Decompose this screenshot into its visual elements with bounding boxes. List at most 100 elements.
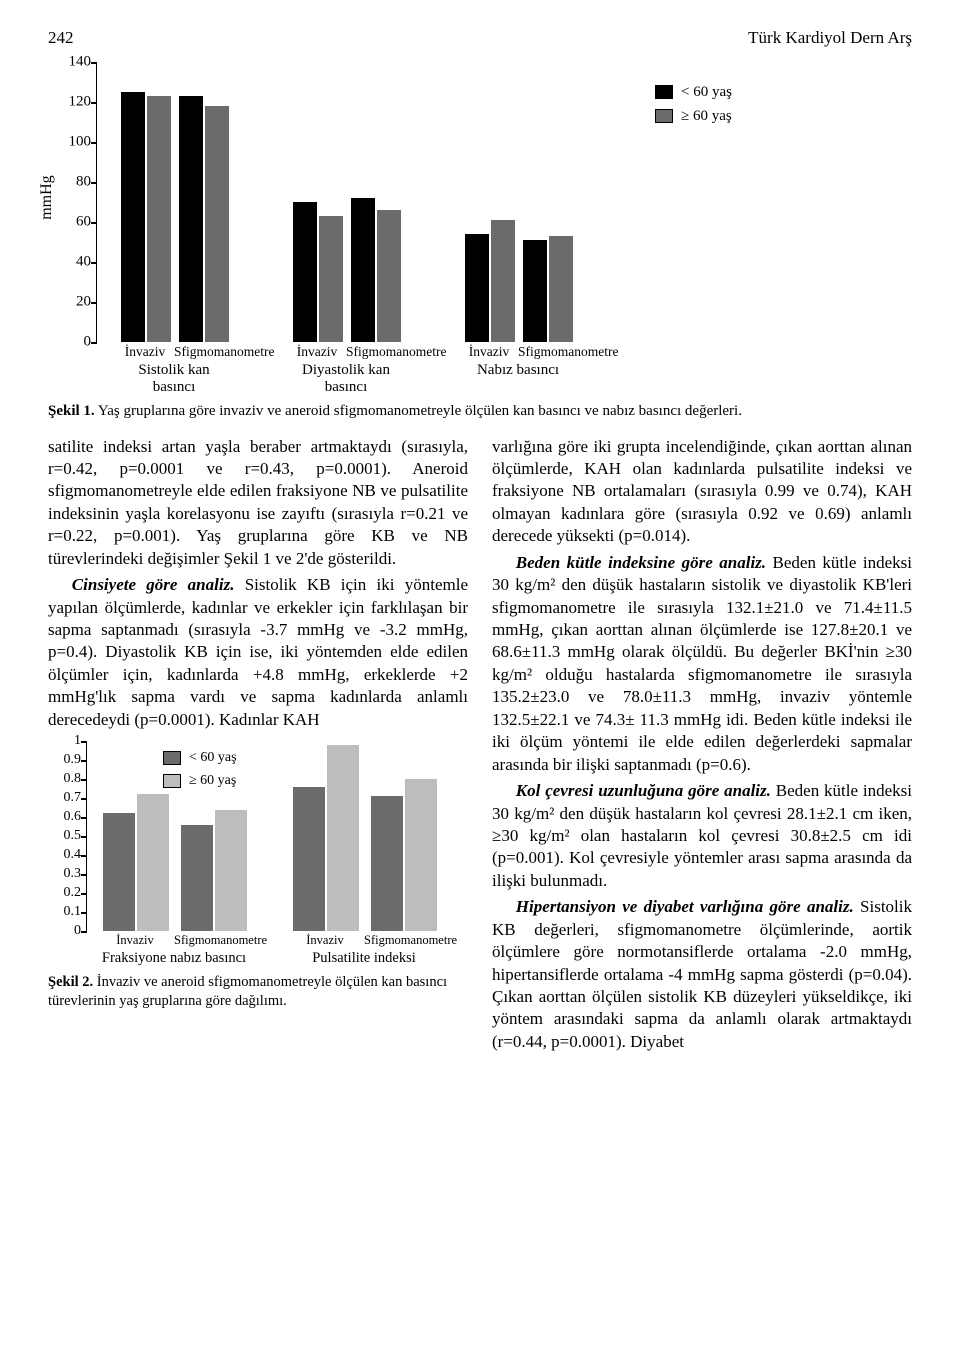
fig1-bar-pair (121, 92, 171, 342)
fig1-ytick-mark (91, 342, 97, 344)
fig2-ytick-mark (81, 912, 87, 914)
fig2-ytick-mark (81, 817, 87, 819)
figure-2: < 60 yaş ≥ 60 yaş 00.10.20.30.40.50.60.7… (48, 741, 468, 1011)
fig2-bar-pair (293, 745, 359, 931)
fig1-x-pair-labels: İnvazivSfigmomanometreİnvazivSfigmomanom… (96, 344, 912, 360)
fig1-caption: Şekil 1. Yaş gruplarına göre invaziv ve … (48, 402, 912, 422)
fig2-ytick-mark (81, 760, 87, 762)
left-text: satilite indeksi artan yaşla beraber art… (48, 436, 468, 732)
fig2-x-pair-label: İnvaziv (286, 933, 364, 948)
fig2-x-pair-labels: İnvazivSfigmomanometreİnvazivSfigmomanom… (86, 933, 468, 948)
fig1-bar (465, 234, 489, 342)
right-para-4: Hipertansiyon ve diyabet varlığına göre … (492, 896, 912, 1053)
fig1-ytick-mark (91, 302, 97, 304)
fig1-x-group-label: Sistolik kan basıncı (116, 362, 232, 396)
fig2-ytick-mark (81, 798, 87, 800)
fig2-ytick-label: 0.6 (53, 809, 81, 825)
fig2-x-pair-label: Sfigmomanometre (174, 933, 252, 948)
right-para-3: Kol çevresi uzunluğuna göre analiz. Bede… (492, 780, 912, 892)
fig1-ytick-label: 60 (55, 214, 91, 231)
fig1-ytick-mark (91, 222, 97, 224)
fig2-x-pair-label: Sfigmomanometre (364, 933, 442, 948)
page: 242 Türk Kardiyol Dern Arş mmHg < 60 yaş… (0, 0, 960, 1097)
fig2-plot-area: < 60 yaş ≥ 60 yaş 00.10.20.30.40.50.60.7… (86, 741, 468, 931)
fig1-ytick-label: 140 (55, 54, 91, 71)
page-header: 242 Türk Kardiyol Dern Arş (48, 28, 912, 48)
fig1-ytick-label: 20 (55, 294, 91, 311)
right-para-2-lead: Beden kütle indeksine göre analiz. (516, 553, 766, 572)
fig2-ytick-mark (81, 741, 87, 743)
fig2-x-group-label: Fraksiyone nabız basıncı (96, 950, 252, 967)
fig1-ytick-label: 80 (55, 174, 91, 191)
fig1-bar (147, 96, 171, 342)
left-column: satilite indeksi artan yaşla beraber art… (48, 436, 468, 1058)
fig1-bar-pair (293, 202, 343, 342)
fig2-ytick-mark (81, 779, 87, 781)
fig1-x-pair-label: Sfigmomanometre (518, 344, 576, 360)
fig1-x-pair-label: İnvaziv (288, 344, 346, 360)
fig1-x-pair-label: İnvaziv (460, 344, 518, 360)
fig1-bar (377, 210, 401, 342)
fig1-bar (523, 240, 547, 342)
right-para-1: varlığına göre iki grupta incelendiğinde… (492, 436, 912, 548)
fig2-ytick-label: 0.3 (53, 866, 81, 882)
fig2-bar-pair (371, 779, 437, 931)
fig2-ytick-label: 0 (53, 923, 81, 939)
fig1-y-axis-label: mmHg (38, 175, 56, 219)
fig1-ytick-mark (91, 62, 97, 64)
fig1-ytick-label: 0 (55, 334, 91, 351)
fig2-ytick-label: 0.7 (53, 790, 81, 806)
fig1-bar (319, 216, 343, 342)
fig1-ytick-label: 120 (55, 94, 91, 111)
fig1-bars-container (97, 62, 912, 342)
fig1-bar (293, 202, 317, 342)
right-para-4-body: Sistolik KB değerleri, sfigmomanometre ö… (492, 897, 912, 1051)
fig1-x-group-labels: Sistolik kan basıncıDiyastolik kan basın… (96, 362, 912, 396)
fig2-bar-pair (103, 794, 169, 931)
fig2-bar (405, 779, 437, 931)
fig2-ytick-mark (81, 931, 87, 933)
fig2-ytick-mark (81, 893, 87, 895)
fig1-x-pair-label: Sfigmomanometre (174, 344, 232, 360)
fig2-bar (103, 813, 135, 931)
fig1-bar-pair (523, 236, 573, 342)
right-para-2: Beden kütle indeksine göre analiz. Beden… (492, 552, 912, 776)
fig2-ytick-label: 0.9 (53, 752, 81, 768)
fig1-ytick-mark (91, 182, 97, 184)
fig1-ytick-label: 40 (55, 254, 91, 271)
fig2-bars-container (87, 741, 468, 931)
fig2-ytick-label: 0.1 (53, 904, 81, 920)
fig2-bar (293, 787, 325, 931)
fig1-plot-area: < 60 yaş ≥ 60 yaş 020406080100120140 (96, 62, 912, 342)
fig2-caption: Şekil 2. İnvaziv ve aneroid sfigmomanome… (48, 973, 468, 1011)
fig2-x-pair-label: İnvaziv (96, 933, 174, 948)
fig1-bar (491, 220, 515, 342)
left-para-2: Cinsiyete göre analiz. Sistolik KB için … (48, 574, 468, 731)
fig1-bar-pair (179, 96, 229, 342)
fig2-caption-text: İnvaziv ve aneroid sfigmomanometreyle öl… (48, 974, 447, 1009)
right-para-4-lead: Hipertansiyon ve diyabet varlığına göre … (516, 897, 854, 916)
two-column-body: satilite indeksi artan yaşla beraber art… (48, 436, 912, 1058)
left-para-2-lead: Cinsiyete göre analiz. (72, 575, 235, 594)
fig1-ytick-label: 100 (55, 134, 91, 151)
right-column: varlığına göre iki grupta incelendiğinde… (492, 436, 912, 1058)
fig1-bar (351, 198, 375, 342)
fig1-bar (549, 236, 573, 342)
fig2-bar (327, 745, 359, 931)
fig2-ytick-mark (81, 855, 87, 857)
right-para-2-body: Beden kütle indeksi 30 kg/m² den düşük h… (492, 553, 912, 774)
fig1-ytick-mark (91, 142, 97, 144)
left-para-2-body: Sistolik KB için iki yöntemle yapılan öl… (48, 575, 468, 729)
fig1-caption-text: Yaş gruplarına göre invaziv ve aneroid s… (95, 403, 742, 419)
fig2-x-group-labels: Fraksiyone nabız basıncıPulsatilite inde… (86, 950, 468, 967)
fig2-ytick-label: 1 (53, 733, 81, 749)
fig1-ytick-mark (91, 262, 97, 264)
fig2-bar (181, 825, 213, 931)
left-para-1: satilite indeksi artan yaşla beraber art… (48, 436, 468, 571)
fig2-ytick-label: 0.2 (53, 885, 81, 901)
fig2-bar-pair (181, 810, 247, 932)
fig2-bar (137, 794, 169, 931)
fig1-bar (179, 96, 203, 342)
fig2-bar (215, 810, 247, 932)
fig1-bar (205, 106, 229, 342)
